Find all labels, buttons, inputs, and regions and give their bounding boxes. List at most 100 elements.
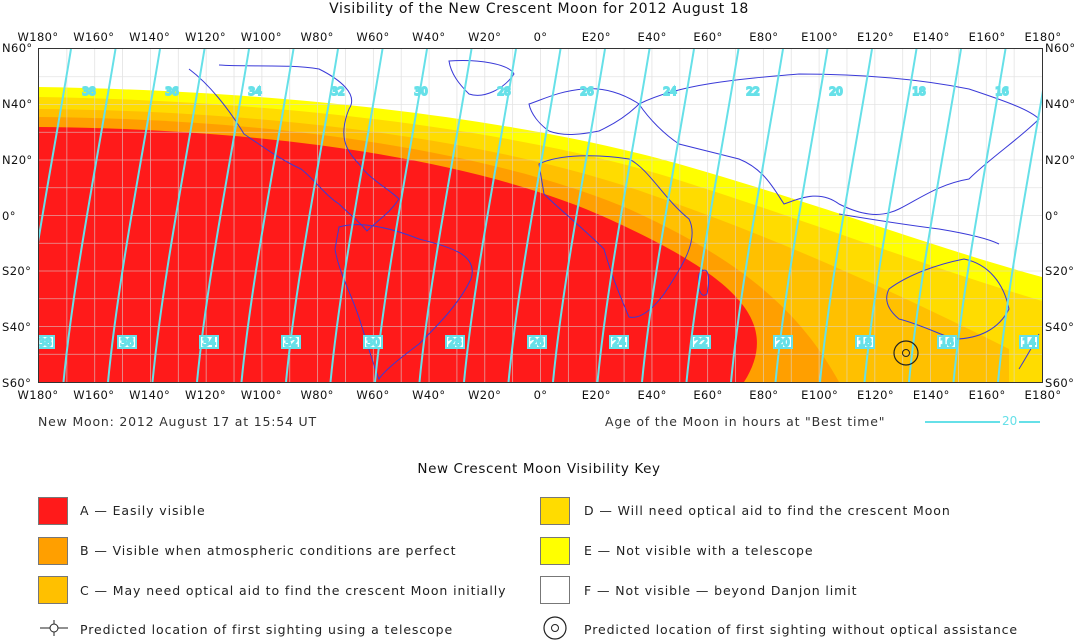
contour-label: 26 [579,85,595,99]
lat-label: N60° [1045,41,1076,55]
contour-line [908,49,962,382]
lon-label: W80° [300,388,334,402]
lon-label: W60° [356,30,390,44]
contour-label: 28 [445,335,465,350]
contour-label: 30 [413,85,428,99]
new-moon-time: New Moon: 2012 August 17 at 15:54 UT [38,414,317,429]
svg-text:26: 26 [580,86,594,98]
contour-label: 20 [828,85,843,99]
contour-line [507,49,562,382]
lat-label: 0° [1045,208,1059,223]
lon-label: E100° [801,388,839,402]
svg-text:18: 18 [858,337,871,349]
lat-label: N20° [2,152,33,167]
svg-text:32: 32 [284,337,297,349]
contour-line [730,49,784,382]
contour-label: 24 [662,85,678,99]
contour-label: 16 [937,335,957,350]
lon-label: W160° [73,388,115,402]
lon-label: E80° [749,30,779,44]
contour-line [62,49,117,382]
lon-label: E120° [857,30,894,44]
svg-text:24: 24 [663,86,677,98]
contour-label: 22 [691,335,711,350]
key-label-c: C — May need optical aid to find the cre… [80,583,507,598]
lat-label: N40° [2,96,33,111]
lon-label: W120° [184,388,227,402]
lon-label: E20° [581,388,611,402]
svg-text:30: 30 [414,86,427,98]
lon-label: E140° [912,388,950,402]
contour-line [997,90,1042,382]
contour-line [463,49,517,382]
key-swatch-b [38,537,68,565]
chart-title: Visibility of the New Crescent Moon for … [329,1,749,17]
key-label-a: A — Easily visible [80,503,206,518]
lon-label: 0° [533,388,548,402]
lon-label: W180° [17,388,59,402]
lon-label: W140° [129,30,171,44]
contour-line [151,49,206,382]
svg-text:14: 14 [1022,337,1036,349]
contour-label: 22 [745,85,760,99]
svg-text:32: 32 [331,86,344,98]
key-label-e: E — Not visible with a telescope [584,543,814,558]
contour-label: 34 [199,335,219,350]
contour-line [240,49,295,382]
contour-line [39,49,72,243]
contour-label: 30 [363,335,383,350]
contour-label: 38 [81,85,96,99]
key-swatch-a [38,497,68,525]
contour-label: 20 [773,335,793,350]
svg-text:28: 28 [497,86,510,98]
naked-eye-sighting-marker [893,340,919,366]
key-swatch-f [540,576,570,604]
lon-label: W100° [240,30,282,44]
contour-label: 36 [164,85,180,99]
age-legend-value: 20 [1000,414,1020,428]
lon-label: E60° [693,388,723,402]
key-label-f: F — Not visible — beyond Danjon limit [584,583,858,598]
contour-label: 28 [496,85,511,99]
naked-eye-sighting-label: Predicted location of first sighting wit… [584,622,1019,637]
contour-label: 18 [911,85,926,99]
svg-text:36: 36 [165,86,179,98]
lon-label: E100° [801,30,839,44]
lon-label: W120° [184,30,227,44]
key-title: New Crescent Moon Visibility Key [417,461,661,477]
lon-label: W20° [467,388,502,402]
lat-label: N20° [1045,152,1076,167]
age-legend-line [925,421,1040,423]
contour-line [641,49,695,382]
svg-text:28: 28 [448,337,461,349]
svg-text:18: 18 [912,86,925,98]
svg-text:16: 16 [940,337,954,349]
svg-text:30: 30 [366,337,379,349]
lat-label: 0° [2,208,16,223]
svg-text:22: 22 [746,86,759,98]
svg-text:16: 16 [995,86,1009,98]
lat-label: N40° [1045,96,1076,111]
lon-label: E40° [637,388,667,402]
contour-label: 36 [117,335,137,350]
lon-label: W60° [356,388,390,402]
contour-line [819,49,873,382]
lat-label: N60° [2,41,33,55]
contour-label: 34 [247,85,263,99]
contour-line [107,49,161,382]
svg-text:34: 34 [202,337,216,349]
lon-label: E20° [581,30,611,44]
lon-label: E80° [749,388,779,402]
lat-label: S60° [1045,376,1075,390]
key-swatch-e [540,537,570,565]
lon-label: W20° [467,30,502,44]
contour-line [418,49,473,382]
world-map: 38 36 34 32 30 28 26 24 22 20 18 16 38 36 34 32 30 28 26 24… [38,48,1043,383]
lon-label: E160° [968,388,1006,402]
svg-text:36: 36 [120,337,134,349]
moon-age-contours: 38 36 34 32 30 28 26 24 22 20 18 16 38 36 34 32 30 28 26 24… [39,49,1042,382]
contour-line [329,49,384,382]
key-swatch-d [540,497,570,525]
lon-label: W40° [412,30,446,44]
age-caption: Age of the Moon in hours at "Best time" [605,414,886,429]
